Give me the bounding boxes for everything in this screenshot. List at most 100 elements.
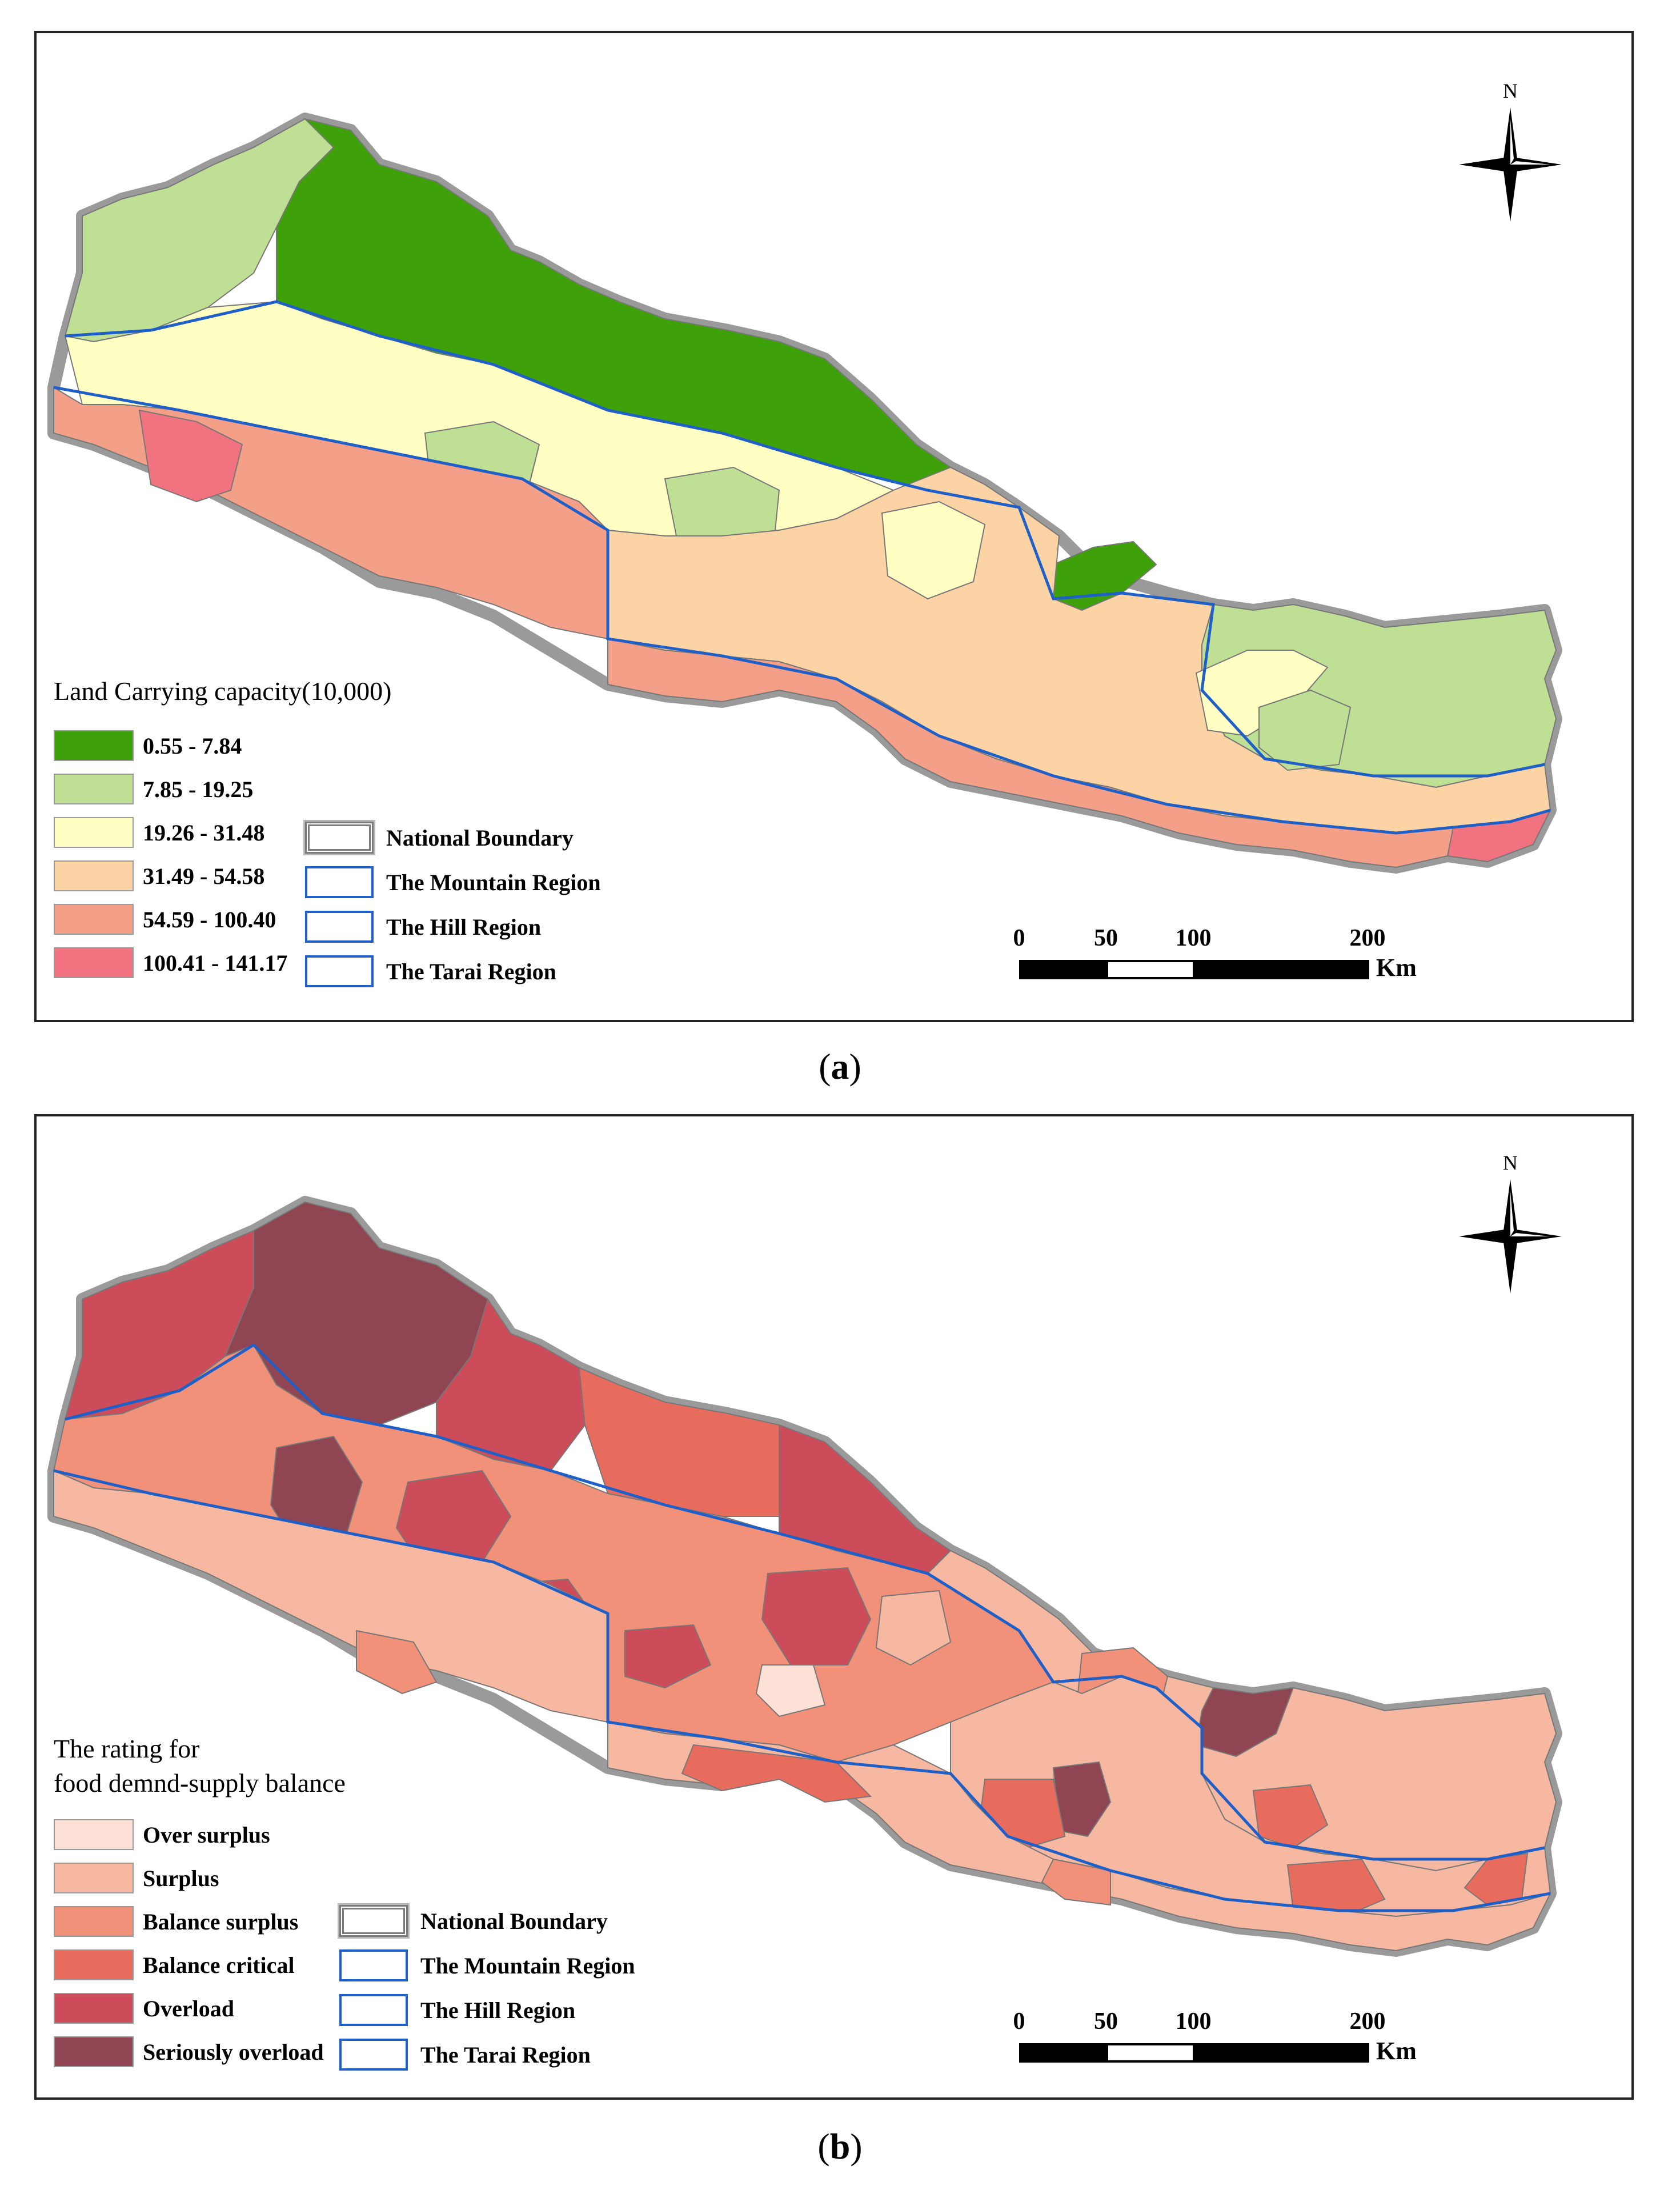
hill-tarai-boundary: [53, 1469, 1551, 1912]
nepal-map-food-balance: [47, 1196, 1562, 1957]
legend-label: 0.55 - 7.84: [143, 732, 242, 759]
ref-national-boundary: National Boundary: [303, 820, 574, 855]
ref-tarai-region: The Tarai Region: [305, 955, 556, 987]
map-panel-a: N Land Carrying capacity(10,000) 0.55 - …: [34, 31, 1634, 1022]
region-hill-green-east: [1258, 689, 1352, 771]
national-boundary-symbol: [303, 820, 375, 855]
legend-class-4: Balance critical: [54, 1949, 294, 1980]
legend-title-b-line1: The rating for: [54, 1734, 200, 1763]
scale-tick: 100: [1175, 925, 1212, 951]
legend-label: 19.26 - 31.48: [143, 819, 265, 846]
north-arrow: N: [1453, 1151, 1567, 1299]
region-hill-surplus-3: [755, 1664, 826, 1717]
caption-a-letter: a: [831, 1046, 849, 1087]
ref-label: The Hill Region: [420, 1997, 576, 2023]
legend-class-3: Balance surplus: [54, 1906, 298, 1937]
ref-national-boundary: National Boundary: [338, 1903, 608, 1939]
scale-tick: 50: [1094, 925, 1118, 951]
legend-label: Balance critical: [143, 1952, 295, 1978]
scale-tick: 0: [1013, 925, 1025, 951]
region-hill-yellow-east: [1195, 650, 1329, 737]
legend-class-3: 19.26 - 31.48: [54, 817, 264, 848]
legend-swatch: [54, 904, 134, 935]
ref-hill-region: The Hill Region: [305, 911, 541, 943]
legend-swatch: [54, 1819, 134, 1850]
scale-bar: 0 50 100 200 Km: [1013, 924, 1430, 987]
legend-label: Surplus: [143, 1865, 219, 1891]
ref-label: The Mountain Region: [420, 1952, 635, 1979]
caption-b-letter: b: [829, 2126, 851, 2167]
region-hill-east-critical-3: [1286, 1858, 1386, 1917]
legend-swatch: [54, 1863, 134, 1893]
nepal-map-carrying-capacity: [47, 113, 1562, 874]
region-hill-surplus-2: [875, 1590, 952, 1666]
ref-label: The Tarai Region: [386, 958, 556, 984]
compass-icon: [1459, 107, 1562, 222]
scale-segment: [1106, 2043, 1195, 2063]
legend-label: Seriously overload: [143, 2039, 324, 2065]
scale-bar: 0 50 100 200 Km: [1013, 2008, 1430, 2071]
legend-label: Overload: [143, 1995, 234, 2021]
region-tarai-central-critical: [681, 1744, 872, 1803]
legend-class-2: 7.85 - 19.25: [54, 774, 253, 804]
scale-segment: [1106, 960, 1195, 979]
scale-tick: 0: [1013, 2008, 1025, 2035]
legend-swatch: [54, 860, 134, 891]
legend-label: 31.49 - 54.58: [143, 863, 265, 889]
compass-icon: [1459, 1179, 1562, 1294]
hill-tarai-boundary: [53, 386, 1551, 835]
region-line-symbol: [305, 955, 374, 987]
legend-label: 100.41 - 141.17: [143, 950, 288, 976]
ref-label: National Boundary: [386, 824, 574, 851]
legend-swatch: [54, 2036, 134, 2067]
national-boundary-symbol: [338, 1903, 410, 1939]
region-tarai-west-balance: [356, 1630, 438, 1695]
legend-title-a: Land Carrying capacity(10,000): [54, 676, 392, 706]
region-line-symbol: [305, 866, 374, 898]
north-label: N: [1503, 1151, 1518, 1174]
legend-class-5: 54.59 - 100.40: [54, 904, 276, 935]
ref-mountain-region: The Mountain Region: [305, 866, 601, 898]
legend-label: 7.85 - 19.25: [143, 776, 254, 802]
scale-segment: [1019, 960, 1108, 979]
legend-class-4: 31.49 - 54.58: [54, 860, 264, 891]
legend-swatch: [54, 730, 134, 761]
legend-title-b-line2: food demnd-supply balance: [54, 1768, 346, 1797]
legend-class-1: 0.55 - 7.84: [54, 730, 242, 761]
region-line-symbol: [339, 1994, 408, 2026]
ref-label: The Tarai Region: [420, 2041, 591, 2068]
region-mountain-east-serious: [1195, 1687, 1294, 1757]
scale-tick: 100: [1175, 2008, 1212, 2035]
region-hill-yellow-central: [881, 501, 986, 600]
ref-hill-region: The Hill Region: [339, 1994, 575, 2026]
ref-label: The Mountain Region: [386, 869, 601, 895]
legend-class-2: Surplus: [54, 1863, 219, 1893]
north-label: N: [1503, 79, 1518, 102]
ref-label: The Hill Region: [386, 914, 542, 940]
caption-b: (b): [817, 2126, 863, 2167]
mountain-hill-boundary: [65, 300, 1545, 778]
legend-class-5: Overload: [54, 1993, 234, 2024]
region-line-symbol: [305, 911, 374, 943]
scale-unit: Km: [1376, 954, 1417, 982]
caption-a: (a): [819, 1046, 861, 1087]
scale-segment: [1193, 2043, 1369, 2063]
scale-tick: 50: [1094, 2008, 1118, 2035]
legend-label: Balance surplus: [143, 1908, 299, 1935]
scale-segment: [1193, 960, 1369, 979]
scale-tick: 200: [1349, 2008, 1386, 2035]
region-line-symbol: [339, 2039, 408, 2071]
legend-swatch: [54, 947, 134, 978]
legend-class-6: 100.41 - 141.17: [54, 947, 287, 978]
region-hill-overload-3: [624, 1624, 712, 1689]
ref-tarai-region: The Tarai Region: [339, 2039, 591, 2071]
mountain-hill-boundary: [65, 1343, 1545, 1861]
legend-class-6: Seriously overload: [54, 2036, 324, 2067]
legend-label: 54.59 - 100.40: [143, 906, 276, 932]
north-arrow: N: [1453, 79, 1567, 227]
region-tarai-west-high: [138, 409, 243, 503]
region-line-symbol: [339, 1949, 408, 1981]
region-hill-overload-4: [761, 1567, 872, 1665]
legend-swatch: [54, 774, 134, 804]
legend-swatch: [54, 1993, 134, 2024]
